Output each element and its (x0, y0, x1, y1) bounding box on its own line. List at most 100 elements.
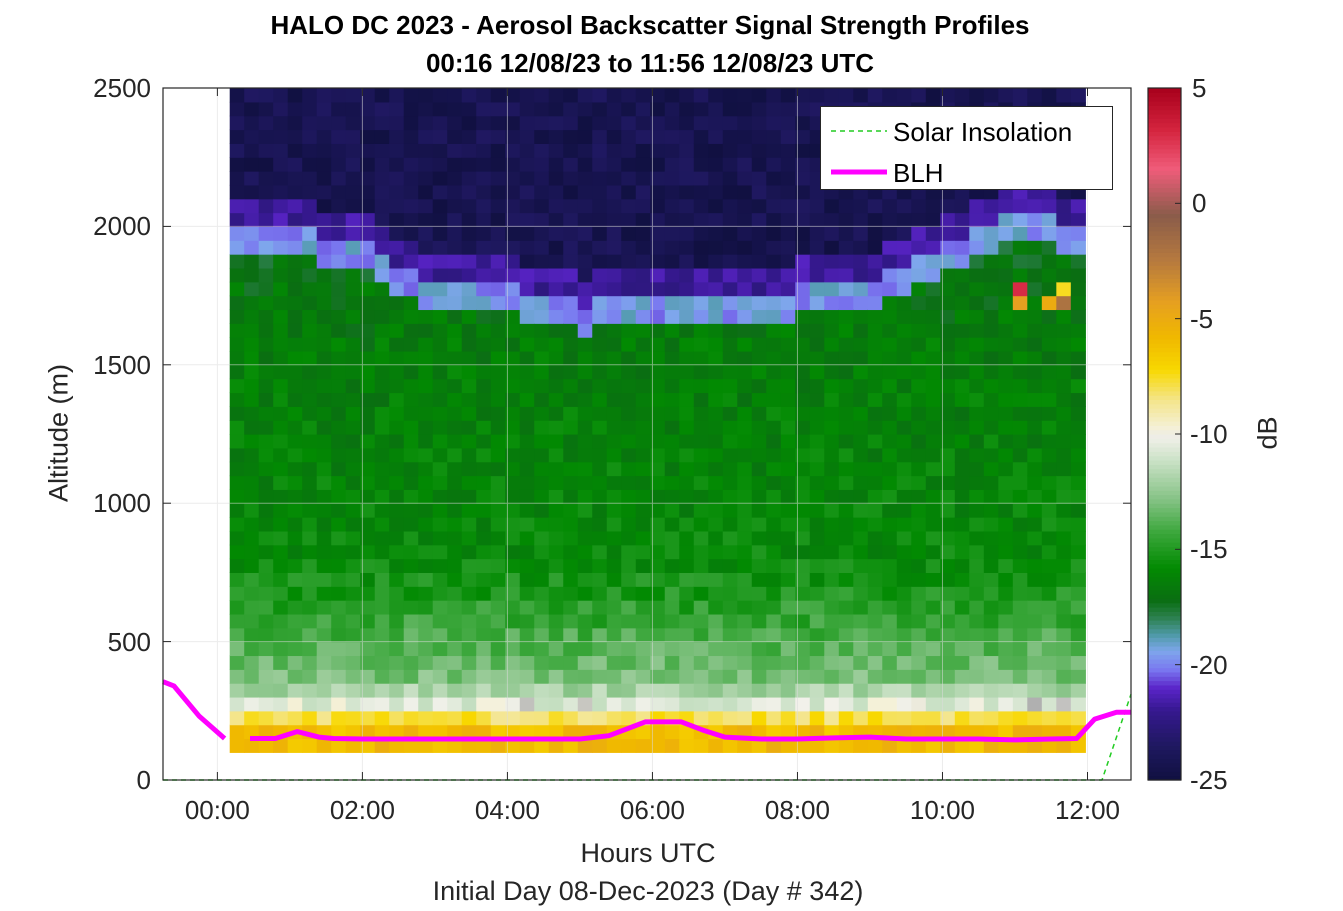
heatmap-cell (1041, 489, 1057, 504)
heatmap-cell (476, 655, 492, 670)
heatmap-cell (795, 613, 811, 629)
heatmap-cell (302, 696, 318, 712)
heatmap-cell (592, 738, 608, 753)
heatmap-cell (490, 669, 506, 684)
heatmap-cell (780, 378, 796, 394)
heatmap-cell (650, 475, 666, 490)
heatmap-cell (809, 613, 825, 629)
heatmap-cell (476, 129, 492, 144)
heatmap-cell (606, 184, 622, 200)
heatmap-cell (490, 184, 506, 200)
heatmap-cell (505, 434, 521, 449)
heatmap-cell (925, 226, 941, 241)
heatmap-cell (969, 710, 985, 726)
heatmap-cell (940, 586, 956, 601)
heatmap-cell (447, 461, 463, 477)
heatmap-cell (853, 309, 869, 324)
heatmap-cell (302, 489, 318, 504)
heatmap-cell (795, 226, 811, 241)
heatmap-cell (592, 586, 608, 601)
heatmap-cell (534, 544, 550, 560)
heatmap-cell (998, 267, 1014, 283)
heatmap-cell (708, 198, 724, 214)
heatmap-cell (795, 447, 811, 463)
heatmap-cell (403, 696, 419, 712)
heatmap-cell (1070, 240, 1086, 255)
heatmap-cell (780, 530, 796, 546)
heatmap-cell (911, 254, 927, 269)
heatmap-cell (447, 378, 463, 394)
heatmap-cell (229, 281, 245, 297)
heatmap-cell (635, 420, 651, 435)
heatmap-cell (664, 143, 680, 158)
heatmap-cell (244, 724, 260, 740)
heatmap-cell (853, 281, 869, 297)
heatmap-cell (824, 323, 840, 338)
heatmap-cell (389, 129, 405, 144)
heatmap-cell (287, 420, 303, 435)
heatmap-cell (1041, 198, 1057, 214)
colorbar-band (1148, 767, 1181, 772)
heatmap-cell (548, 613, 564, 629)
heatmap-cell (244, 683, 260, 698)
heatmap-cell (998, 350, 1014, 366)
heatmap-cell (737, 641, 753, 657)
heatmap-cell (1070, 226, 1086, 241)
heatmap-cell (287, 309, 303, 324)
heatmap-cell (635, 503, 651, 518)
heatmap-cell (983, 586, 999, 601)
heatmap-cell (693, 475, 709, 490)
heatmap-cell (650, 669, 666, 684)
heatmap-cell (273, 254, 289, 269)
heatmap-cell (737, 88, 753, 103)
heatmap-cell (592, 378, 608, 394)
heatmap-cell (969, 655, 985, 670)
heatmap-cell (360, 350, 376, 366)
heatmap-cell (403, 212, 419, 227)
heatmap-cell (693, 489, 709, 504)
heatmap-cell (331, 530, 347, 546)
heatmap-cell (998, 309, 1014, 324)
heatmap-cell (722, 129, 738, 144)
colorbar-band (1148, 434, 1181, 439)
heatmap-cell (548, 378, 564, 394)
heatmap-cell (418, 641, 434, 657)
heatmap-cell (592, 350, 608, 366)
heatmap-cell (766, 724, 782, 740)
heatmap-cell (490, 420, 506, 435)
heatmap-cell (548, 627, 564, 643)
heatmap-cell (940, 434, 956, 449)
heatmap-cell (287, 655, 303, 670)
heatmap-cell (563, 337, 579, 352)
heatmap-cell (664, 503, 680, 518)
heatmap-cell (389, 434, 405, 449)
heatmap-cell (795, 572, 811, 587)
heatmap-cell (1012, 420, 1028, 435)
heatmap-cell (809, 503, 825, 518)
heatmap-cell (360, 406, 376, 421)
heatmap-cell (1027, 627, 1043, 643)
legend-label: BLH (893, 158, 944, 188)
heatmap-cell (1027, 572, 1043, 587)
heatmap-cell (693, 240, 709, 255)
heatmap-cell (592, 655, 608, 670)
heatmap-cell (664, 171, 680, 186)
heatmap-cell (983, 267, 999, 283)
heatmap-cell (418, 406, 434, 421)
heatmap-cell (650, 461, 666, 477)
heatmap-cell (592, 254, 608, 269)
heatmap-cell (577, 295, 593, 311)
heatmap-cell (650, 489, 666, 504)
heatmap-cell (476, 600, 492, 615)
heatmap-cell (229, 129, 245, 144)
heatmap-cell (534, 267, 550, 283)
heatmap-cell (418, 101, 434, 117)
colorbar-band (1148, 429, 1181, 435)
heatmap-cell (461, 696, 477, 712)
heatmap-cell (1070, 406, 1086, 421)
heatmap-cell (548, 641, 564, 657)
heatmap-cell (273, 337, 289, 352)
heatmap-cell (389, 503, 405, 518)
heatmap-cell (635, 378, 651, 394)
heatmap-cell (911, 461, 927, 477)
